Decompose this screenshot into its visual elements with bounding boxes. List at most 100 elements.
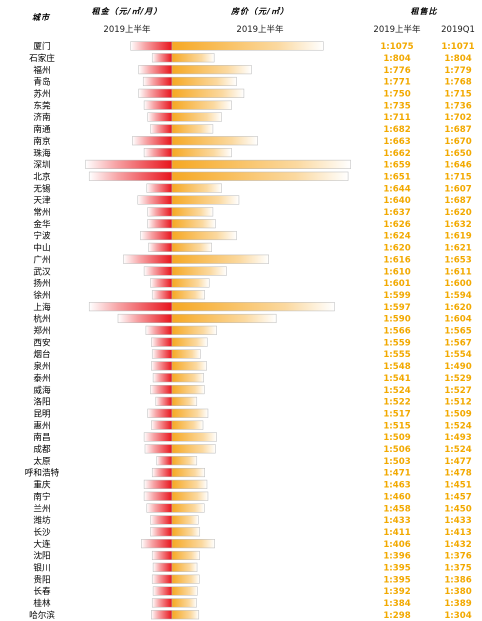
rent-bar (123, 254, 173, 264)
ratio-h1-label: 1:524 (383, 386, 410, 396)
ratio-q1-label: 1:512 (444, 398, 471, 408)
price-bar (171, 491, 209, 501)
ratio-h1-label: 1:590 (383, 315, 410, 325)
city-label: 郑州 (33, 325, 50, 337)
city-label: 深圳 (33, 160, 50, 171)
ratio-q1-label: 1:450 (444, 504, 471, 514)
rent-bar (138, 65, 173, 75)
ratio-h1-label: 1:503 (383, 457, 410, 467)
ratio-h1-label: 1:460 (383, 492, 410, 502)
rent-bar (143, 491, 173, 501)
header-city: 城市 (32, 13, 51, 22)
rent-bar (151, 467, 173, 478)
ratio-h1-label: 1:610 (383, 267, 410, 277)
price-bar (171, 148, 232, 158)
ratio-q1-label: 1:653 (444, 255, 471, 265)
ratio-h1-label: 1:711 (383, 113, 410, 123)
rent-bar (147, 408, 173, 418)
city-label: 昆明 (33, 408, 50, 419)
city-label: 福州 (33, 65, 50, 76)
price-bar (171, 539, 215, 549)
city-label: 成都 (33, 443, 51, 455)
city-label: 无锡 (33, 183, 51, 194)
rent-bar (138, 88, 173, 98)
city-label: 太原 (33, 455, 51, 467)
city-label: 兰州 (33, 502, 50, 514)
price-bar (171, 41, 324, 51)
price-bar (171, 444, 216, 454)
ratio-h1-label: 1:750 (383, 90, 410, 100)
subheader-price: 2019上半年 (236, 24, 284, 35)
price-bar (171, 420, 204, 430)
rent-bar (137, 195, 173, 205)
ratio-q1-label: 1:478 (444, 469, 471, 479)
ratio-q1-label: 1:386 (444, 575, 471, 585)
ratio-h1-label: 1:566 (383, 327, 410, 337)
rent-bar (152, 562, 173, 572)
ratio-h1-label: 1:601 (383, 279, 410, 289)
city-label: 南昌 (33, 431, 50, 443)
rent-bar (85, 159, 173, 169)
ratio-q1-label: 1:650 (444, 149, 471, 159)
rent-bar (151, 598, 173, 608)
rent-bar (147, 219, 173, 229)
ratio-h1-label: 1:433 (383, 516, 410, 526)
price-bar (171, 195, 240, 205)
price-bar (171, 171, 349, 181)
city-label: 中山 (33, 242, 50, 254)
ratio-h1-label: 1:509 (383, 433, 410, 443)
price-bar (171, 550, 200, 561)
ratio-q1-label: 1:493 (444, 433, 471, 443)
ratio-h1-label: 1:597 (383, 303, 410, 313)
ratio-h1-label: 1:624 (383, 232, 410, 242)
ratio-q1-label: 1:621 (444, 244, 471, 254)
price-bar (171, 325, 217, 335)
ratio-h1-label: 1:637 (383, 208, 410, 218)
ratio-q1-label: 1:524 (444, 445, 471, 455)
rent-bar (144, 444, 173, 454)
city-label: 常州 (33, 206, 50, 218)
rent-bar (150, 385, 173, 395)
ratio-q1-label: 1:611 (444, 267, 471, 277)
ratio-q1-label: 1:304 (444, 611, 471, 621)
rent-bar (150, 527, 173, 537)
ratio-h1-label: 1:620 (383, 244, 410, 254)
city-label: 天津 (33, 195, 51, 206)
price-bar (171, 219, 216, 229)
rent-bar (147, 112, 173, 122)
rent-bar (117, 313, 173, 324)
city-label: 重庆 (33, 479, 51, 491)
rent-bar (151, 361, 173, 371)
ratio-q1-label: 1:804 (444, 54, 471, 64)
ratio-q1-label: 1:687 (444, 196, 471, 206)
price-bar (171, 527, 201, 537)
price-bar (171, 574, 200, 584)
city-label: 贵阳 (33, 573, 50, 585)
city-label: 济南 (33, 111, 51, 123)
ratio-q1-label: 1:607 (444, 184, 471, 194)
rent-bar (151, 420, 173, 430)
price-bar (171, 290, 205, 300)
price-bar (171, 349, 201, 359)
rent-bar (156, 456, 173, 466)
ratio-h1-label: 1:392 (383, 587, 410, 597)
ratio-q1-label: 1:646 (444, 161, 471, 171)
rent-bar (88, 171, 173, 181)
ratio-h1-label: 1:463 (383, 481, 410, 491)
city-label: 苏州 (33, 88, 50, 100)
ratio-h1-label: 1:384 (383, 599, 410, 609)
rent-bar (151, 574, 173, 584)
ratio-q1-label: 1:565 (444, 327, 471, 337)
city-label: 徐州 (33, 289, 50, 301)
price-bar (171, 88, 245, 98)
ratio-q1-label: 1:529 (444, 374, 471, 384)
ratio-h1-label: 1:559 (383, 338, 410, 348)
ratio-q1-label: 1:779 (444, 66, 471, 76)
ratio-h1-label: 1:776 (383, 66, 410, 76)
chart-rows: 厦门 1:1075 1:1071 石家庄 1:804 1:804 福州 1:776 1:779 青… (25, 40, 475, 621)
rent-bar (150, 124, 173, 134)
rent-bar (132, 136, 173, 146)
rent-bar (151, 610, 173, 620)
ratio-q1-label: 1:554 (444, 350, 471, 360)
